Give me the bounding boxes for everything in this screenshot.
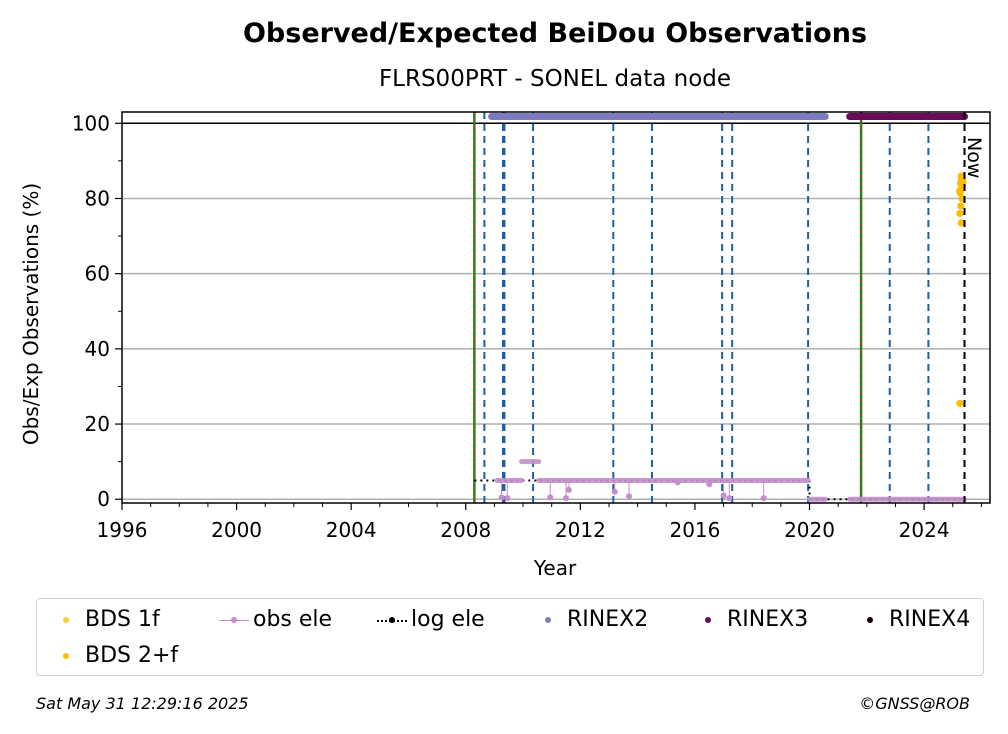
bds-2f-point — [956, 399, 964, 407]
footer-timestamp: Sat May 31 12:29:16 2025 — [36, 694, 249, 713]
chart-subtitle: FLRS00PRT - SONEL data node — [379, 66, 731, 92]
x-tick-label: 2020 — [784, 518, 835, 542]
obs-ele-point — [720, 492, 727, 499]
y-tick-label: 0 — [97, 487, 110, 511]
legend-label: obs ele — [253, 607, 333, 632]
obs-ele-point — [626, 493, 633, 500]
obs-ele-point — [760, 495, 767, 502]
obs-ele-point — [498, 494, 505, 501]
plot-area: 0 20 40 60 80 100 1996 2000 2004 2008 2012 2016 2020… — [72, 111, 991, 542]
y-tick-label: 20 — [85, 412, 110, 436]
footer-credit: ©GNSS@ROB — [859, 694, 970, 713]
obs-ele-point — [706, 481, 713, 488]
legend: BDS 1f obs ele log ele RINEX2 RINEX3 RINEX4 BD… — [36, 598, 984, 676]
bds-2f-point — [959, 177, 967, 186]
legend-symbol-icon — [51, 610, 81, 630]
legend-symbol-icon — [219, 610, 249, 630]
obs-ele-point — [674, 479, 681, 486]
x-tick-label: 2016 — [669, 518, 720, 542]
y-tick-label: 40 — [85, 337, 110, 361]
legend-label: BDS 2+f — [85, 643, 179, 668]
y-axis-label: Obs/Exp Observations (%) — [19, 183, 43, 445]
legend-item: BDS 1f — [51, 607, 160, 632]
bds-2f-point — [957, 219, 965, 227]
bds-2f-point — [956, 187, 964, 195]
y-tick-label: 100 — [72, 111, 110, 135]
obs-ele-point — [504, 495, 511, 502]
bds-2f-point — [957, 202, 965, 210]
legend-symbol-icon — [855, 610, 885, 630]
legend-item: RINEX3 — [693, 607, 808, 632]
obs-ele-point — [726, 495, 733, 502]
legend-label: BDS 1f — [85, 607, 160, 632]
legend-label: log ele — [411, 607, 485, 632]
obs-ele-point — [547, 494, 554, 501]
legend-item: RINEX2 — [533, 607, 648, 632]
obs-ele-point — [563, 495, 570, 502]
obs-ele-point — [565, 486, 572, 493]
plot-frame — [121, 111, 991, 504]
x-tick-label: 2024 — [899, 518, 950, 542]
legend-label: RINEX3 — [727, 607, 809, 632]
legend-symbol-icon — [693, 610, 723, 630]
bds-2f-point — [956, 209, 964, 218]
legend-symbol-icon — [51, 646, 81, 666]
legend-symbol-icon — [377, 610, 407, 630]
x-tick-label: 1996 — [97, 518, 148, 542]
x-tick-label: 2008 — [440, 518, 491, 542]
x-tick-label: 2004 — [326, 518, 377, 542]
legend-item: obs ele — [219, 607, 332, 632]
x-axis-label: Year — [533, 556, 577, 580]
legend-item: BDS 2+f — [51, 643, 178, 668]
legend-item: RINEX4 — [855, 607, 970, 632]
obs-ele-point — [611, 488, 618, 495]
legend-item: log ele — [377, 607, 485, 632]
y-tick-label: 60 — [85, 262, 110, 286]
legend-symbol-icon — [533, 610, 563, 630]
legend-label: RINEX4 — [889, 607, 971, 632]
bds-2f-point — [957, 172, 965, 180]
chart-title: Observed/Expected BeiDou Observations — [243, 18, 867, 49]
legend-label: RINEX2 — [567, 607, 649, 632]
now-label: Now — [963, 137, 985, 178]
y-tick-label: 80 — [85, 186, 110, 210]
x-tick-label: 2000 — [211, 518, 262, 542]
x-tick-label: 2012 — [555, 518, 606, 542]
